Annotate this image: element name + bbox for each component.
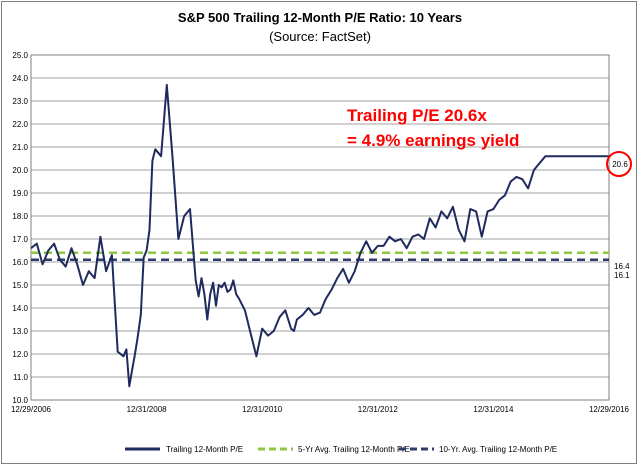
chart-title: S&P 500 Trailing 12-Month P/E Ratio: 10 … (178, 10, 462, 25)
annotation-line-1: Trailing P/E 20.6x (347, 106, 487, 125)
annotation-line-2: = 4.9% earnings yield (347, 131, 519, 150)
legend: Trailing 12-Month P/E 5-Yr Avg. Trailing… (125, 445, 557, 454)
y-tick-label: 12.0 (12, 350, 28, 359)
y-tick-label: 17.0 (12, 235, 28, 244)
x-axis-ticks: 12/29/2006 12/31/2008 12/31/2010 12/31/2012… (11, 405, 630, 414)
x-tick-label: 12/31/2010 (242, 405, 283, 414)
plot-area (30, 54, 610, 401)
x-tick-label: 12/29/2006 (11, 405, 52, 414)
y-axis-ticks: 10.0 11.0 12.0 13.0 14.0 15.0 16.0 17.0 18.0 19.0… (12, 51, 28, 405)
y-tick-label: 24.0 (12, 74, 28, 83)
highlight-circle (606, 151, 632, 177)
y-tick-label: 16.0 (12, 258, 28, 267)
y-tick-label: 21.0 (12, 143, 28, 152)
y-tick-label: 20.0 (12, 166, 28, 175)
avg-10yr-label: 16.1 (614, 271, 630, 280)
y-tick-label: 13.0 (12, 327, 28, 336)
y-tick-label: 19.0 (12, 189, 28, 198)
x-tick-label: 12/31/2012 (358, 405, 399, 414)
legend-label-10yr: 10-Yr. Avg. Trailing 12-Month P/E (439, 445, 557, 454)
y-tick-label: 10.0 (12, 396, 28, 405)
y-tick-label: 22.0 (12, 120, 28, 129)
legend-label-pe: Trailing 12-Month P/E (166, 445, 243, 454)
pe-series-line (30, 83, 609, 388)
y-tick-label: 25.0 (12, 51, 28, 60)
end-value-label: 20.6 (612, 160, 628, 169)
x-tick-label: 12/31/2008 (127, 405, 168, 414)
x-tick-label: 12/31/2014 (473, 405, 514, 414)
y-tick-label: 14.0 (12, 304, 28, 313)
y-tick-label: 18.0 (12, 212, 28, 221)
y-tick-label: 11.0 (13, 373, 29, 382)
x-tick-label: 12/29/2016 (589, 405, 630, 414)
y-tick-label: 23.0 (12, 97, 28, 106)
chart-subtitle: (Source: FactSet) (269, 29, 371, 44)
legend-label-5yr: 5-Yr Avg. Trailing 12-Month P/E (298, 445, 410, 454)
avg-5yr-label: 16.4 (614, 262, 630, 271)
y-tick-label: 15.0 (12, 281, 28, 290)
